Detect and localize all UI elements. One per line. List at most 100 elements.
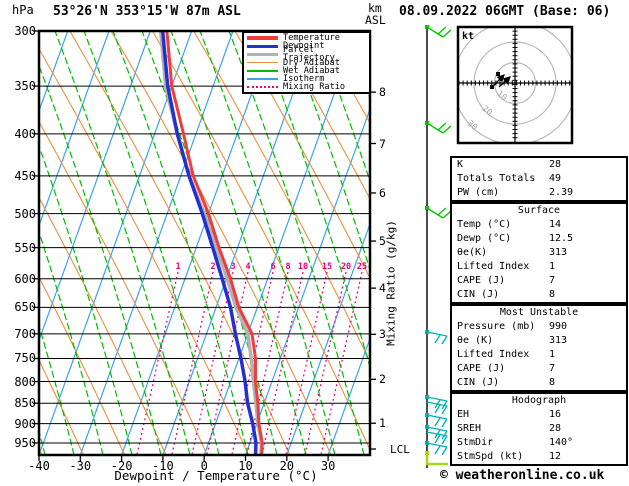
mixing-ratio-axis-label: Mixing Ratio (g/kg) xyxy=(384,220,398,346)
table-row-value: 28 xyxy=(549,423,562,434)
isotherm-line xyxy=(39,31,151,343)
legend-item: Dry Adiabat xyxy=(244,58,369,67)
legend-swatch-temperature xyxy=(247,36,278,40)
wind-barb xyxy=(437,122,447,131)
isotherm-line xyxy=(39,31,69,113)
mixing-ratio-value-label: 6 xyxy=(270,262,275,272)
pressure-tick-label: 800 xyxy=(14,374,36,389)
legend-item: Dewpoint xyxy=(244,42,369,51)
isotherm-line xyxy=(327,336,370,455)
wet-adiabat-line xyxy=(39,63,162,455)
mixing-ratio-value-label: 10 xyxy=(298,262,308,272)
table-row: θe (K) 313 xyxy=(452,334,626,348)
table-row-value: 7 xyxy=(549,363,556,374)
legend-item: Mixing Ratio xyxy=(244,83,369,92)
hodograph-unit-label: kt xyxy=(462,31,474,42)
mixing-ratio-line xyxy=(191,271,234,455)
table-row-label: StmSpd (kt) xyxy=(457,451,524,462)
wind-barb xyxy=(426,331,448,337)
temp-tick-label: 30 xyxy=(320,459,336,473)
table-row: Dewp (°C) 12.5 xyxy=(452,232,626,246)
wet-adiabat-line xyxy=(170,31,307,455)
temp-tick-label: 20 xyxy=(279,459,295,473)
legend-item: Isotherm xyxy=(244,75,369,83)
table-box-hodograph: Hodograph EH 16 SREH 28 StmDir 140° StmSpd (kt)… xyxy=(450,392,628,466)
pressure-tick-label: 900 xyxy=(14,416,36,431)
km-tick-label: 8 xyxy=(379,85,386,100)
table-row-label: StmDir xyxy=(457,437,494,448)
wet-adiabat-line xyxy=(39,323,75,455)
km-tick-label: 4 xyxy=(379,281,386,296)
table-row: PW (cm) 2.39 xyxy=(452,186,626,200)
km-tick-label: 1 xyxy=(379,416,386,431)
table-row: CAPE (J) 7 xyxy=(452,274,626,288)
wind-barb xyxy=(441,335,448,345)
km-tick-label: 3 xyxy=(379,327,386,342)
isotherm-line xyxy=(79,31,234,455)
table-row-label: Lifted Index xyxy=(457,261,530,272)
legend-label: Wet Adiabat xyxy=(283,65,340,76)
dry-adiabat-line xyxy=(39,47,250,455)
mixing-ratio-line xyxy=(261,271,304,455)
hodograph-trace-dot xyxy=(496,72,500,76)
table-row: StmSpd (kt) 12 xyxy=(452,450,626,464)
dry-adiabat-line xyxy=(193,31,370,363)
table-row: StmDir 140° xyxy=(452,436,626,450)
legend-swatch-mixing-ratio xyxy=(247,86,278,89)
table-section-title: Surface xyxy=(517,205,561,216)
legend-label: Isotherm xyxy=(283,73,325,84)
hodograph-border xyxy=(456,25,574,145)
pressure-tick-label: 950 xyxy=(14,435,36,450)
wind-barb xyxy=(426,414,448,420)
temp-tick-label: -40 xyxy=(28,459,50,473)
surface-wind-dot xyxy=(425,451,429,455)
surface-wind-marker xyxy=(425,453,448,466)
mixing-ratio-value-label: 25 xyxy=(357,262,367,272)
series-dewpoint xyxy=(160,31,258,455)
pressure-tick-label: 500 xyxy=(14,206,36,221)
table-row-value: 14 xyxy=(549,219,562,230)
isotherm-line xyxy=(39,31,193,455)
table-row-value: 16 xyxy=(549,409,562,420)
wind-barb xyxy=(441,435,448,445)
dry-adiabat-line xyxy=(39,120,208,455)
wind-barb xyxy=(442,210,452,219)
table-row-label: Dewp (°C) xyxy=(457,233,512,244)
legend-swatch-isotherm xyxy=(247,78,278,80)
wet-adiabat-line xyxy=(39,230,104,455)
table-row-value: 12.5 xyxy=(549,233,574,244)
table-row-label: CAPE (J) xyxy=(457,275,506,286)
table-row-value: 28 xyxy=(549,159,562,170)
table-row-label: Pressure (mb) xyxy=(457,321,536,332)
isotherm-line xyxy=(286,222,370,455)
wind-barb xyxy=(442,29,452,38)
dry-adiabat-line xyxy=(39,275,126,455)
wet-adiabat-line xyxy=(199,31,336,455)
altitude-axis-unit-km: km xyxy=(368,1,382,15)
pressure-tick-label: 400 xyxy=(14,126,36,141)
wind-barb xyxy=(434,404,441,414)
table-row-value: 1 xyxy=(549,261,556,272)
isotherm-line xyxy=(39,31,110,228)
table-row: Lifted Index 1 xyxy=(452,260,626,274)
pressure-tick-label: 850 xyxy=(14,396,36,411)
mixing-ratio-value-label: 15 xyxy=(322,262,332,272)
table-row-label: CIN (J) xyxy=(457,377,500,388)
table-row: CAPE (J) 7 xyxy=(452,362,626,376)
pressure-tick-label: 650 xyxy=(14,300,36,315)
wet-adiabat-line xyxy=(228,31,365,455)
legend-item: Parcel Trajectory xyxy=(244,46,369,63)
wind-barb xyxy=(441,418,448,428)
table-box-surface: Surface Temp (°C) 14 Dewp (°C) 12.5 θe(K) 313 L… xyxy=(450,202,628,304)
table-row-value: 990 xyxy=(549,321,568,332)
isotherm-line xyxy=(244,107,370,455)
table-row-label: Temp (°C) xyxy=(457,219,512,230)
legend-swatch-dewpoint xyxy=(247,44,278,49)
dry-adiabat-line xyxy=(151,31,370,452)
dry-adiabat-line xyxy=(110,31,332,455)
table-row-label: CAPE (J) xyxy=(457,363,506,374)
table-row-label: CIN (J) xyxy=(457,289,500,300)
